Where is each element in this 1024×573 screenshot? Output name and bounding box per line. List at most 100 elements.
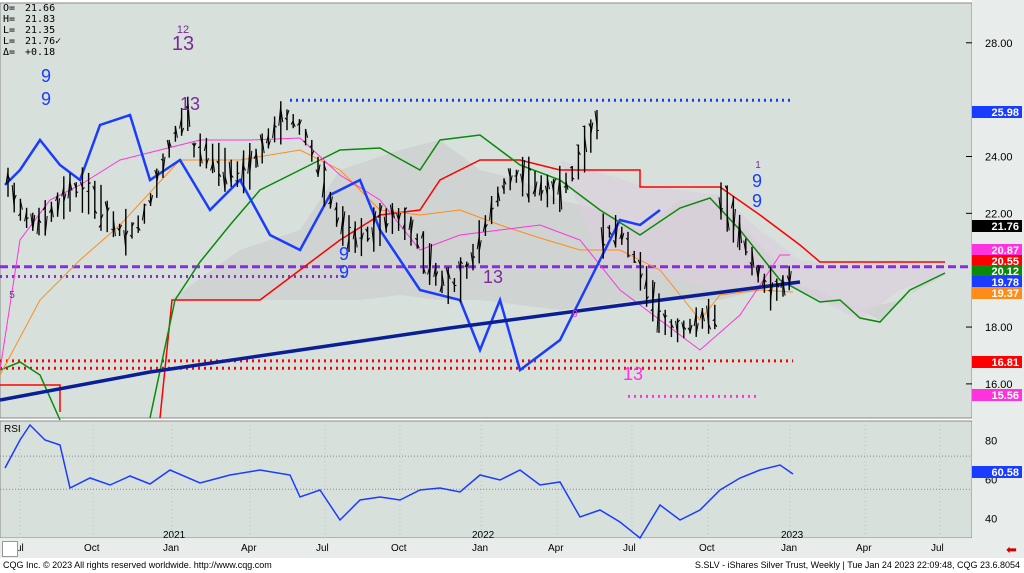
time-axis-label: Apr xyxy=(856,543,872,554)
time-axis-label: 2023 xyxy=(781,530,804,541)
ohlc-close-tick xyxy=(261,138,265,154)
ohlc-open-tick xyxy=(328,201,331,205)
ohlc-open-tick xyxy=(346,237,350,251)
ichimoku-cloud-bear xyxy=(560,160,945,320)
ohlc-close-tick xyxy=(76,191,79,193)
td-count-label: 13 xyxy=(180,94,200,114)
price-tag xyxy=(972,265,1022,277)
ohlc-close-tick xyxy=(298,119,302,126)
ohlc-close-tick xyxy=(751,249,755,268)
price-tag-label: 19.78 xyxy=(991,277,1019,289)
ohlc-close-tick xyxy=(137,226,141,231)
ohlc-close-tick xyxy=(385,223,389,229)
corner-box[interactable] xyxy=(2,541,18,557)
high-label: H= xyxy=(3,14,16,25)
ohlc-open-tick xyxy=(408,216,412,231)
ohlc-close-tick xyxy=(503,179,507,185)
last-label: L= xyxy=(3,36,16,47)
ohlc-close-tick xyxy=(590,122,594,136)
ohlc-close-tick xyxy=(391,207,395,219)
ohlc-open-tick xyxy=(377,213,381,219)
ohlc-open-tick xyxy=(644,278,648,290)
ohlc-open-tick xyxy=(216,160,220,165)
ohlc-close-tick xyxy=(739,222,743,244)
ohlc-close-tick xyxy=(522,160,526,188)
ohlc-open-tick xyxy=(383,216,387,233)
price-tag-label: 16.81 xyxy=(991,357,1019,369)
ohlc-open-tick xyxy=(532,188,536,195)
ohlc-open-tick xyxy=(607,226,610,230)
td-count-label: 12 xyxy=(177,24,189,36)
ohlc-open-tick xyxy=(439,283,443,293)
ohlc-close-tick xyxy=(82,187,85,191)
ohlc-close-tick xyxy=(546,177,550,190)
ohlc-close-tick xyxy=(69,181,73,191)
ohlc-close-tick xyxy=(218,172,222,178)
ohlc-close-tick xyxy=(484,223,488,229)
ohlc-open-tick xyxy=(104,201,108,212)
ohlc-open-tick xyxy=(129,234,133,238)
ohlc-close-tick xyxy=(497,190,501,202)
ohlc-close-tick xyxy=(106,207,110,213)
ohlc-open-tick xyxy=(563,185,567,188)
ohlc-close-tick xyxy=(670,323,674,329)
ohlc-open-tick xyxy=(55,194,59,202)
ohlc-open-tick xyxy=(334,206,338,211)
ohlc-open-tick xyxy=(544,185,548,196)
ohlc-open-tick xyxy=(197,145,201,149)
ohlc-open-tick xyxy=(414,237,418,241)
ohlc-close-tick xyxy=(274,125,277,128)
ohlc-close-tick xyxy=(639,273,643,280)
ohlc-open-tick xyxy=(73,182,77,189)
ohlc-close-tick xyxy=(478,240,482,253)
time-axis-label: Jul xyxy=(931,543,944,554)
ohlc-close-tick xyxy=(267,140,271,147)
y-tick-label: 22.00 xyxy=(985,208,1013,220)
ohlc-open-tick xyxy=(520,173,524,185)
td-count-label: 13 xyxy=(623,364,643,384)
ohlc-close-tick xyxy=(602,243,606,246)
ohlc-close-tick xyxy=(627,254,631,257)
ohlc-open-tick xyxy=(222,171,226,192)
ohlc-close-tick xyxy=(584,136,588,153)
low-value: 21.35 xyxy=(25,25,56,36)
y-tick-label: 16.00 xyxy=(985,379,1013,391)
rsi-tag-label: 60.58 xyxy=(991,467,1019,479)
ohlc-open-tick xyxy=(210,163,214,171)
ohlc-open-tick xyxy=(557,177,561,195)
ohlc-close-tick xyxy=(44,215,48,236)
price-bars xyxy=(5,96,792,343)
ohlc-close-tick xyxy=(249,150,253,175)
ohlc-open-tick xyxy=(693,311,697,327)
ohlc-close-tick xyxy=(168,141,172,148)
ohlc-close-tick xyxy=(571,177,575,180)
scroll-arrow-icon[interactable]: ⬅ xyxy=(1006,542,1017,557)
ohlc-open-tick xyxy=(427,266,431,275)
ohlc-open-tick xyxy=(743,240,747,253)
ohlc-close-tick xyxy=(764,279,767,283)
ohlc-open-tick xyxy=(451,281,455,286)
ohlc-open-tick xyxy=(613,239,617,247)
ohlc-close-tick xyxy=(112,218,116,237)
ohlc-close-tick xyxy=(553,178,557,186)
ohlc-close-tick xyxy=(776,282,780,288)
ohlc-close-tick xyxy=(509,175,513,185)
ohlc-close-tick xyxy=(131,222,135,227)
ohlc-open-tick xyxy=(389,204,393,218)
ohlc-close-tick xyxy=(472,255,476,258)
last-value: 21.76 xyxy=(25,36,56,47)
td-count-label: 9 xyxy=(41,89,51,109)
ohlc-open-tick xyxy=(755,267,759,280)
ohlc-open-tick xyxy=(79,181,83,188)
ohlc-close-tick xyxy=(367,237,370,241)
ohlc-close-tick xyxy=(100,214,104,220)
price-tag-label: 19.37 xyxy=(991,288,1019,300)
y-tick-label: 18.00 xyxy=(985,322,1013,334)
change-value: +0.18 xyxy=(25,47,56,58)
ohlc-open-tick xyxy=(718,197,722,215)
ohlc-close-tick xyxy=(292,121,296,127)
td-count-label: 13 xyxy=(483,267,503,287)
ohlc-open-tick xyxy=(501,185,505,191)
td-count-label: 9 xyxy=(339,244,349,264)
ohlc-open-tick xyxy=(272,121,276,139)
